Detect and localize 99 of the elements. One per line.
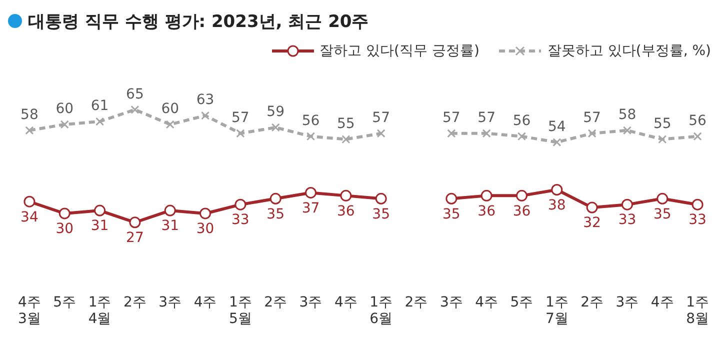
- data-label: 56: [302, 112, 320, 129]
- data-label: 32: [583, 215, 601, 232]
- point: [166, 120, 174, 129]
- point: [95, 117, 104, 126]
- x-tick-label: 2주: [264, 294, 288, 310]
- point: [658, 135, 667, 144]
- x-tick-label: 3주: [158, 294, 182, 310]
- data-label: 27: [126, 230, 144, 246]
- data-label: 57: [478, 110, 496, 126]
- data-label: 37: [302, 200, 320, 216]
- data-label: 30: [56, 221, 74, 238]
- data-label: 65: [126, 86, 144, 102]
- data-label: 61: [90, 98, 109, 114]
- point: [552, 138, 562, 147]
- point: [60, 120, 69, 129]
- point: [622, 126, 632, 135]
- legend-label: 잘하고 있다(직무 긍정률): [320, 42, 480, 60]
- point: [692, 198, 704, 210]
- point: [586, 202, 598, 214]
- point: [236, 129, 245, 138]
- data-label: 55: [337, 116, 355, 132]
- x-tick-label: 4주 3월: [18, 294, 41, 328]
- x-tick-label: 4주: [475, 294, 498, 310]
- data-label: 33: [688, 212, 706, 228]
- data-label: 54: [548, 118, 566, 135]
- x-tick-label: 2주: [404, 294, 428, 310]
- point: [656, 192, 668, 204]
- x-tick-label: 4주: [650, 294, 674, 310]
- point: [446, 192, 458, 204]
- x-tick-label: 3주: [299, 294, 322, 310]
- point: [482, 129, 491, 138]
- data-label: 36: [512, 203, 531, 220]
- data-label: 31: [161, 218, 180, 234]
- data-label: 36: [337, 203, 355, 220]
- x-tick-label: 5주: [53, 294, 76, 310]
- point: [693, 132, 702, 141]
- data-label: 35: [442, 206, 460, 222]
- x-tick-label: 4주: [334, 294, 358, 310]
- legend-label: 잘못하고 있다(부정률, %): [547, 42, 711, 60]
- chart-title: 대통령 직무 수행 평가: 2023년, 최근 20주: [28, 10, 369, 32]
- point: [271, 123, 280, 132]
- x-tick-label: 1주 5월: [228, 294, 252, 328]
- data-label: 33: [232, 212, 250, 228]
- x-tick-label: 2주: [580, 294, 604, 310]
- data-label: 36: [478, 203, 496, 220]
- data-label: 60: [161, 101, 180, 118]
- point: [551, 184, 563, 196]
- data-label: 57: [232, 110, 250, 126]
- point: [340, 190, 352, 202]
- x-tick-label: 5주: [510, 294, 534, 310]
- point: [342, 135, 350, 144]
- x-tick-label: 1주 6월: [370, 294, 393, 328]
- data-label: 33: [618, 212, 636, 228]
- data-label: 60: [56, 101, 74, 118]
- data-label: 56: [688, 112, 707, 129]
- point: [270, 192, 282, 204]
- point: [375, 192, 387, 204]
- point: [94, 204, 106, 216]
- data-label: 30: [196, 221, 214, 238]
- point: [588, 129, 596, 138]
- data-label: 31: [90, 218, 109, 234]
- data-label: 38: [548, 197, 566, 214]
- point: [480, 190, 492, 202]
- x-tick-label: 4주: [194, 294, 217, 310]
- data-label: 58: [20, 107, 38, 124]
- point: [58, 208, 70, 220]
- data-label: 59: [266, 104, 285, 120]
- point: [621, 198, 633, 210]
- data-label: 57: [583, 110, 601, 126]
- point: [24, 196, 36, 208]
- data-label: 56: [512, 112, 531, 129]
- data-label: 58: [618, 107, 636, 124]
- x-tick-label: 1주 8월: [686, 294, 710, 328]
- x-tick-label: 1주 4월: [88, 294, 112, 328]
- data-label: 57: [372, 110, 390, 126]
- point: [129, 216, 141, 228]
- x-tick-label: 2주: [123, 294, 146, 310]
- data-label: 35: [653, 206, 672, 222]
- point: [516, 190, 528, 202]
- point: [517, 132, 526, 141]
- x-tick-label: 3주: [440, 294, 463, 310]
- point: [200, 111, 210, 120]
- point: [234, 198, 246, 210]
- point: [200, 208, 212, 220]
- point: [376, 129, 386, 138]
- point: [25, 126, 34, 135]
- data-label: 35: [372, 206, 390, 222]
- point: [306, 132, 316, 141]
- data-label: 34: [20, 209, 38, 226]
- point: [130, 105, 140, 114]
- x-tick-label: 3주: [616, 294, 639, 310]
- data-label: 55: [653, 116, 672, 132]
- data-label: 63: [196, 92, 214, 108]
- data-label: 57: [442, 110, 460, 126]
- x-tick-label: 1주 7월: [545, 294, 568, 328]
- data-label: 35: [266, 206, 285, 222]
- point: [447, 129, 456, 138]
- point: [164, 204, 176, 216]
- point: [305, 186, 317, 198]
